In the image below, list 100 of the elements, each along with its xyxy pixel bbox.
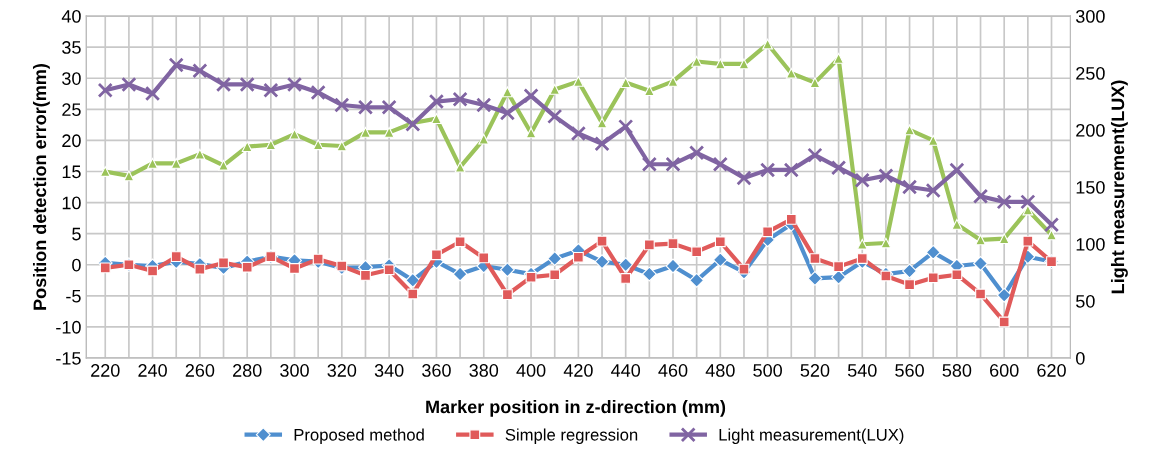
y-tick-label: 15	[62, 165, 81, 179]
point	[667, 238, 679, 250]
point	[431, 113, 442, 125]
point	[168, 57, 184, 73]
point	[904, 124, 915, 136]
y-axis-title: Position detection error(mm)	[32, 64, 50, 310]
x-tick-label: 460	[658, 364, 688, 377]
point	[762, 38, 774, 50]
point	[596, 235, 608, 247]
point	[878, 168, 894, 184]
point	[807, 147, 823, 163]
point	[759, 162, 776, 178]
point	[547, 108, 563, 125]
point	[927, 272, 939, 284]
point	[618, 257, 634, 273]
x-tick-label: 580	[942, 364, 972, 377]
point	[785, 213, 797, 225]
point	[996, 287, 1012, 303]
y2-tick-label: 300	[1075, 10, 1105, 23]
point	[618, 118, 634, 135]
y-tick-label: 35	[62, 41, 81, 54]
point	[689, 272, 705, 288]
point	[147, 265, 158, 277]
point	[689, 145, 705, 161]
point	[405, 272, 421, 288]
point	[144, 85, 161, 102]
point	[641, 156, 657, 172]
point	[783, 162, 799, 178]
point	[807, 271, 823, 286]
point	[972, 188, 989, 204]
point	[501, 289, 513, 301]
legend-label: Light measurement(LUX)	[719, 428, 904, 444]
point	[454, 161, 466, 173]
point	[192, 63, 208, 79]
y-tick-label: 25	[62, 103, 81, 117]
y2-tick-label: 200	[1076, 123, 1105, 137]
y-tick-label: 0	[72, 258, 81, 272]
point	[310, 84, 326, 101]
x-tick-label: 360	[422, 364, 451, 377]
x-tick-label: 240	[138, 364, 167, 377]
x-axis-title: Marker position in z-direction (mm)	[426, 400, 726, 417]
x-tick-label: 260	[185, 364, 215, 377]
point	[147, 158, 158, 169]
point	[643, 239, 655, 251]
point	[241, 141, 253, 153]
point	[218, 159, 229, 171]
point	[902, 263, 917, 279]
point	[975, 288, 986, 300]
point	[452, 266, 468, 282]
x-tick-label: 600	[990, 364, 1019, 377]
y-tick-label: -5	[66, 289, 81, 303]
point	[452, 91, 468, 107]
point	[289, 128, 300, 140]
point	[431, 249, 442, 261]
point	[501, 86, 513, 98]
point	[383, 126, 395, 138]
x-tick-label: 340	[374, 364, 404, 377]
x-tick-label: 500	[753, 364, 782, 377]
point	[973, 256, 988, 271]
y2-tick-label: 250	[1076, 66, 1105, 80]
x-tick-label: 420	[563, 364, 593, 377]
point	[996, 194, 1012, 210]
y2-tick-label: 150	[1076, 180, 1105, 194]
x-tick-label: 220	[91, 364, 120, 377]
x-tick-label: 300	[280, 364, 309, 377]
point	[594, 136, 610, 152]
point	[525, 271, 537, 283]
point	[975, 234, 986, 246]
point	[289, 263, 300, 274]
point	[549, 269, 561, 281]
point	[454, 236, 466, 248]
point	[428, 93, 445, 110]
point	[925, 244, 941, 260]
point	[596, 117, 608, 129]
point	[641, 266, 657, 282]
point	[712, 156, 728, 172]
point	[1020, 194, 1036, 210]
point	[830, 160, 847, 176]
x-tick-label: 520	[800, 364, 830, 377]
point	[594, 254, 610, 270]
point	[665, 156, 681, 172]
point	[785, 67, 797, 79]
point	[121, 76, 137, 93]
x-tick-label: 480	[705, 364, 735, 377]
point	[263, 82, 279, 98]
point	[951, 218, 963, 230]
legend-label: Proposed method	[294, 428, 424, 444]
x-tick-label: 380	[469, 364, 499, 377]
x-tick-label: 560	[895, 364, 924, 377]
y-tick-label: 20	[62, 134, 81, 148]
point	[620, 273, 632, 284]
x-tick-label: 540	[847, 364, 877, 377]
point	[1043, 217, 1060, 233]
point	[1046, 229, 1057, 241]
point	[712, 252, 728, 268]
point	[667, 75, 679, 87]
point	[949, 162, 965, 178]
point	[691, 246, 703, 258]
point	[880, 237, 892, 249]
point	[523, 88, 539, 104]
